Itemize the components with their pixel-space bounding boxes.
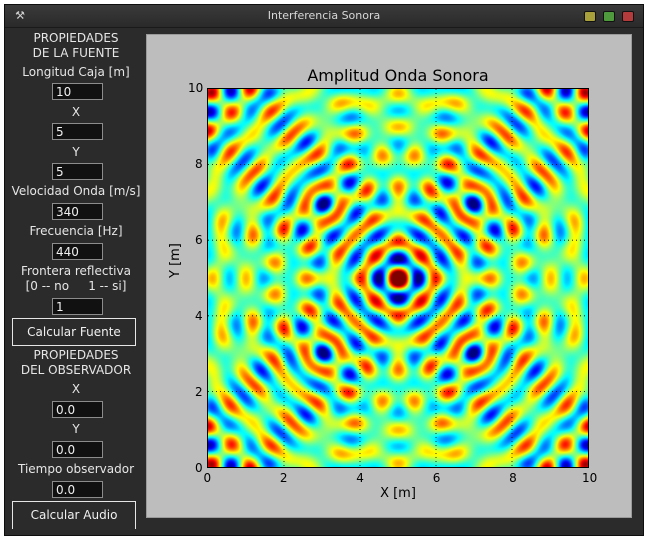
x-field[interactable]: 5 bbox=[52, 123, 103, 140]
reflective-border-hint: [0 -- no 1 -- si] bbox=[25, 279, 127, 293]
calculate-source-button[interactable]: Calcular Fuente bbox=[12, 318, 136, 346]
y-tick-label: 8 bbox=[195, 157, 203, 171]
y-tick-label: 10 bbox=[188, 81, 204, 95]
x-tick-label: 8 bbox=[509, 471, 517, 485]
speed-field[interactable]: 340 bbox=[52, 203, 103, 220]
observer-time-field[interactable]: 0.0 bbox=[52, 481, 103, 498]
heatmap-plot[interactable] bbox=[207, 88, 589, 468]
chart-title: Amplitud Onda Sonora bbox=[307, 66, 489, 85]
observer-header-2: DEL OBSERVADOR bbox=[20, 363, 132, 377]
y-axis-label: Y [m] bbox=[168, 243, 183, 278]
x-axis-label: X [m] bbox=[380, 486, 416, 501]
sidebar: PROPIEDADES DE LA FUENTE Longitud Caja [… bbox=[8, 24, 144, 529]
observer-time-label: Tiempo observador bbox=[17, 462, 134, 476]
minimize-button[interactable] bbox=[584, 11, 596, 22]
x-tick-label: 10 bbox=[582, 471, 598, 485]
y-tick-label: 2 bbox=[195, 385, 203, 399]
frequency-field[interactable]: 440 bbox=[52, 243, 103, 260]
source-header-2: DE LA FUENTE bbox=[32, 46, 120, 60]
y-tick-label: 4 bbox=[195, 309, 203, 323]
frequency-label: Frecuencia [Hz] bbox=[29, 224, 123, 238]
speed-label: Velocidad Onda [m/s] bbox=[11, 184, 141, 198]
maximize-button[interactable] bbox=[603, 11, 615, 22]
x-tick-label: 2 bbox=[279, 471, 288, 485]
x-tick-label: 0 bbox=[203, 471, 212, 485]
x-label: X bbox=[71, 105, 81, 119]
observer-header-1: PROPIEDADES bbox=[33, 348, 119, 362]
box-length-label: Longitud Caja [m] bbox=[22, 65, 130, 79]
grid-lines bbox=[208, 89, 588, 467]
tool-icon[interactable]: ⚒ bbox=[15, 9, 25, 22]
window-title: Interferencia Sonora bbox=[267, 9, 381, 22]
observer-x-label: X bbox=[71, 382, 81, 396]
x-tick-label: 4 bbox=[356, 471, 364, 485]
y-label: Y bbox=[72, 145, 80, 159]
x-tick-label: 6 bbox=[432, 471, 441, 485]
reflective-border-field[interactable]: 1 bbox=[52, 298, 103, 315]
source-header-1: PROPIEDADES bbox=[33, 31, 119, 45]
box-length-field[interactable]: 10 bbox=[52, 83, 103, 100]
observer-x-field[interactable]: 0.0 bbox=[52, 401, 103, 418]
observer-y-field[interactable]: 0.0 bbox=[52, 441, 103, 458]
observer-y-label: Y bbox=[72, 422, 80, 436]
y-tick-label: 0 bbox=[195, 461, 203, 475]
reflective-border-label: Frontera reflectiva bbox=[21, 264, 131, 278]
heatmap-canvas bbox=[208, 89, 588, 467]
y-tick-label: 6 bbox=[195, 233, 203, 247]
calculate-audio-button[interactable]: Calcular Audio bbox=[12, 501, 136, 529]
title-bar[interactable]: ⚒ Interferencia Sonora bbox=[5, 5, 643, 28]
y-field[interactable]: 5 bbox=[52, 163, 103, 180]
close-button[interactable] bbox=[622, 11, 634, 22]
